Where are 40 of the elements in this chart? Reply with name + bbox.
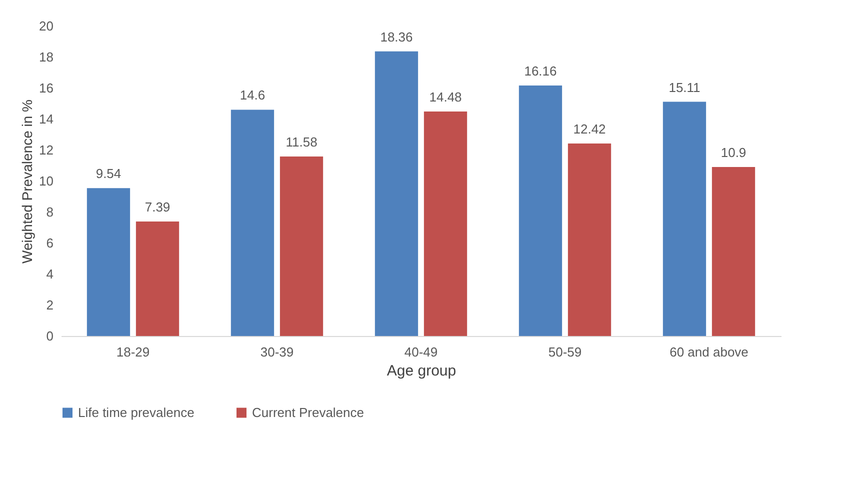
- y-tick-label: 14: [39, 112, 54, 126]
- data-label: 7.39: [144, 199, 170, 214]
- x-tick-label: 30-39: [260, 344, 294, 360]
- y-tick-label: 0: [46, 328, 54, 344]
- data-label: 12.42: [573, 121, 606, 136]
- y-tick-label: 2: [46, 298, 54, 312]
- data-label: 18.36: [380, 29, 413, 44]
- y-tick-label: 8: [46, 204, 54, 220]
- bar: [568, 143, 612, 336]
- data-label: 16.16: [524, 64, 557, 79]
- y-tick-label: 6: [46, 236, 54, 250]
- y-tick-label: 12: [39, 142, 54, 158]
- data-label: 9.54: [96, 166, 122, 182]
- bar: [712, 167, 756, 336]
- data-label: 11.58: [286, 134, 318, 150]
- x-tick-label: 60 and above: [670, 344, 748, 360]
- bar: [280, 156, 324, 336]
- y-tick-label: 18: [39, 50, 54, 64]
- legend-label: Current Prevalence: [252, 404, 364, 420]
- y-tick-label: 10: [39, 174, 54, 188]
- x-axis-title: Age group: [386, 362, 456, 380]
- bar: [374, 51, 418, 336]
- bar: [518, 86, 562, 336]
- x-tick-label: 50-59: [548, 344, 582, 360]
- x-tick-label: 18-29: [116, 344, 150, 360]
- y-tick-label: 4: [46, 266, 54, 282]
- data-label: 14.48: [429, 90, 462, 105]
- bar: [136, 221, 180, 336]
- legend-label: Life time prevalence: [78, 404, 194, 420]
- bar: [424, 112, 468, 336]
- y-tick-label: 16: [39, 80, 54, 96]
- bar: [230, 110, 274, 336]
- x-tick-label: 40-49: [404, 344, 438, 360]
- data-label: 10.9: [720, 145, 746, 160]
- data-label: 15.11: [668, 80, 700, 95]
- data-label: 14.6: [240, 88, 266, 103]
- bar: [662, 102, 706, 336]
- y-axis-title: Weighted Prevalence in %: [19, 100, 36, 264]
- bar: [86, 188, 130, 336]
- y-tick-label: 20: [39, 18, 54, 34]
